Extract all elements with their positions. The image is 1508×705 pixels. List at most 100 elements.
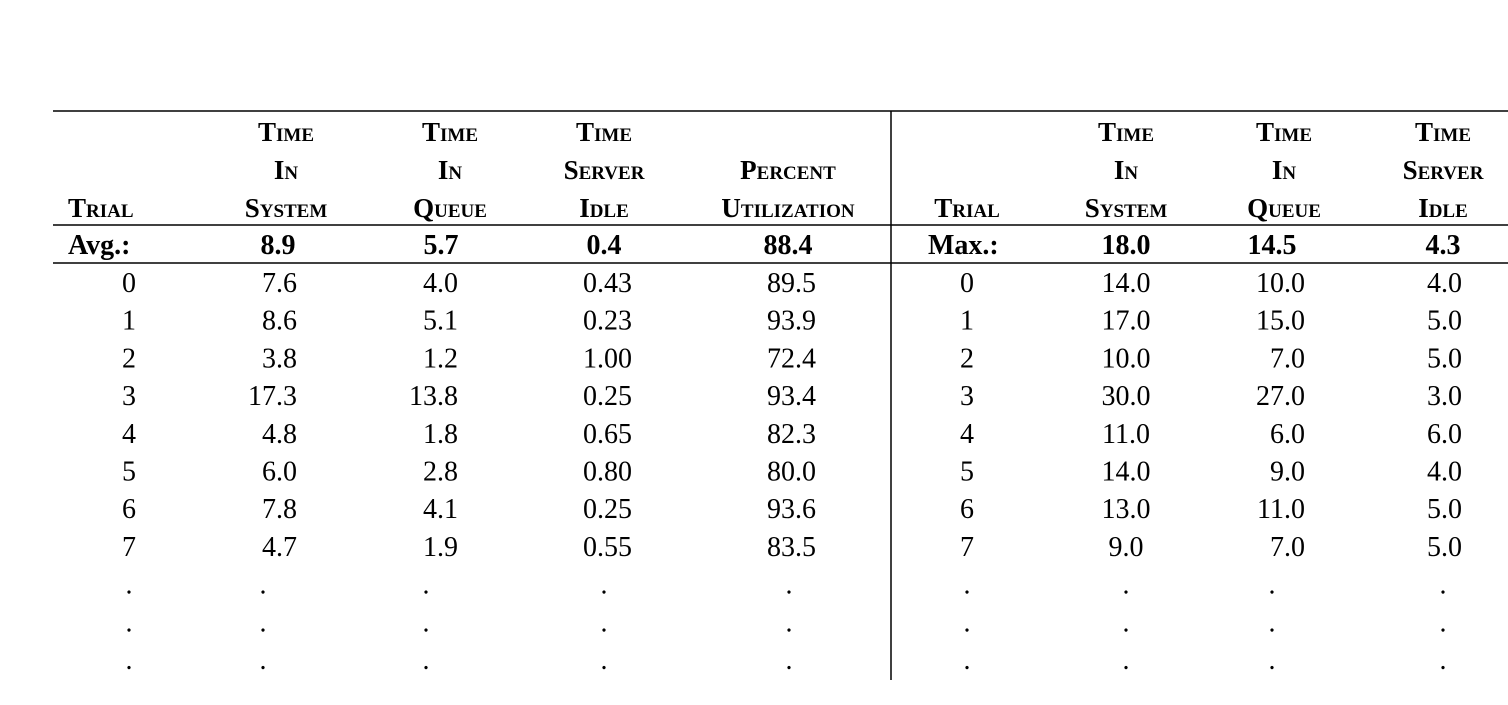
cell: 17.3 [248, 381, 297, 412]
ellipsis: . [1123, 607, 1130, 638]
column-header: Trial [68, 193, 134, 223]
cell: 5 [960, 457, 974, 488]
column-header: Server [1403, 155, 1484, 185]
column-header: Server [564, 155, 645, 185]
cell: 7 [960, 532, 974, 563]
cell: 11.0 [1102, 419, 1150, 450]
ellipsis: . [786, 645, 793, 676]
ellipsis: . [786, 570, 793, 601]
cell: 17.0 [1102, 306, 1151, 337]
cell: 5.0 [1427, 343, 1462, 374]
cell: 3.8 [262, 343, 297, 374]
ellipsis: . [1440, 570, 1447, 601]
cell: 6 [122, 494, 136, 525]
cell: 14.0 [1102, 457, 1151, 488]
column-header: In [438, 155, 463, 185]
cell: 27.0 [1256, 381, 1305, 412]
cell: 4.0 [423, 268, 458, 299]
cell: 3.0 [1427, 381, 1462, 412]
column-header: System [1085, 193, 1168, 223]
ellipsis: . [1123, 645, 1130, 676]
summary-value: 8.9 [261, 230, 296, 261]
column-header: In [1272, 155, 1297, 185]
cell: 10.0 [1256, 268, 1305, 299]
cell: 4.7 [262, 532, 297, 563]
cell: 5.1 [423, 306, 458, 337]
cell: 15.0 [1256, 306, 1305, 337]
ellipsis: . [1269, 645, 1276, 676]
cell: 1 [122, 306, 136, 337]
cell: 7.0 [1270, 343, 1305, 374]
ellipsis: . [423, 645, 430, 676]
column-header: Queue [413, 193, 487, 223]
cell: 5.0 [1427, 306, 1462, 337]
column-header: In [274, 155, 299, 185]
column-header: Utilization [721, 193, 854, 223]
cell: 11.0 [1257, 494, 1305, 525]
cell: 30.0 [1102, 381, 1151, 412]
cell: 82.3 [767, 419, 816, 450]
cell: 83.5 [767, 532, 816, 563]
cell: 89.5 [767, 268, 816, 299]
cell: 7.0 [1270, 532, 1305, 563]
ellipsis: . [260, 645, 267, 676]
ellipsis: . [601, 570, 608, 601]
ellipsis: . [601, 607, 608, 638]
cell: 93.6 [767, 494, 816, 525]
cell: 3 [960, 381, 974, 412]
cell: 2 [960, 343, 974, 374]
ellipsis: . [260, 570, 267, 601]
cell: 6.0 [1427, 419, 1462, 450]
column-header: In [1114, 155, 1139, 185]
cell: 9.0 [1109, 532, 1144, 563]
cell: 0.25 [583, 381, 632, 412]
column-header: Percent [740, 155, 836, 185]
cell: 8.6 [262, 306, 297, 337]
cell: 1.8 [423, 419, 458, 450]
summary-value: 88.4 [764, 230, 813, 261]
cell: 5.0 [1427, 494, 1462, 525]
ellipsis: . [964, 607, 971, 638]
column-header: Time [1098, 117, 1154, 147]
ellipsis: . [126, 645, 133, 676]
cell: 4 [122, 419, 136, 450]
ellipsis: . [423, 607, 430, 638]
column-header: Time [258, 117, 314, 147]
cell: 4.8 [262, 419, 297, 450]
cell: 4.0 [1427, 457, 1462, 488]
ellipsis: . [126, 607, 133, 638]
cell: 4 [960, 419, 974, 450]
column-header: Time [576, 117, 632, 147]
cell: 6.0 [262, 457, 297, 488]
cell: 80.0 [767, 457, 816, 488]
cell: 14.0 [1102, 268, 1151, 299]
summary-value: 14.5 [1248, 230, 1297, 261]
cell: 6 [960, 494, 974, 525]
cell: 7.8 [262, 494, 297, 525]
cell: 4.0 [1427, 268, 1462, 299]
cell: 5 [122, 457, 136, 488]
ellipsis: . [1269, 570, 1276, 601]
ellipsis: . [601, 645, 608, 676]
column-header: Time [422, 117, 478, 147]
summary-label: Avg.: [68, 230, 130, 261]
summary-value: 4.3 [1426, 230, 1461, 261]
cell: 7 [122, 532, 136, 563]
cell: 0.65 [583, 419, 632, 450]
cell: 1.00 [583, 343, 632, 374]
cell: 0 [960, 268, 974, 299]
ellipsis: . [964, 645, 971, 676]
cell: 93.9 [767, 306, 816, 337]
cell: 2.8 [423, 457, 458, 488]
summary-label: Max.: [928, 230, 999, 261]
cell: 7.6 [262, 268, 297, 299]
ellipsis: . [1269, 607, 1276, 638]
ellipsis: . [1440, 645, 1447, 676]
ellipsis: . [1123, 570, 1130, 601]
cell: 0 [122, 268, 136, 299]
cell: 13.8 [409, 381, 458, 412]
cell: 0.25 [583, 494, 632, 525]
cell: 1.2 [423, 343, 458, 374]
cell: 10.0 [1102, 343, 1151, 374]
